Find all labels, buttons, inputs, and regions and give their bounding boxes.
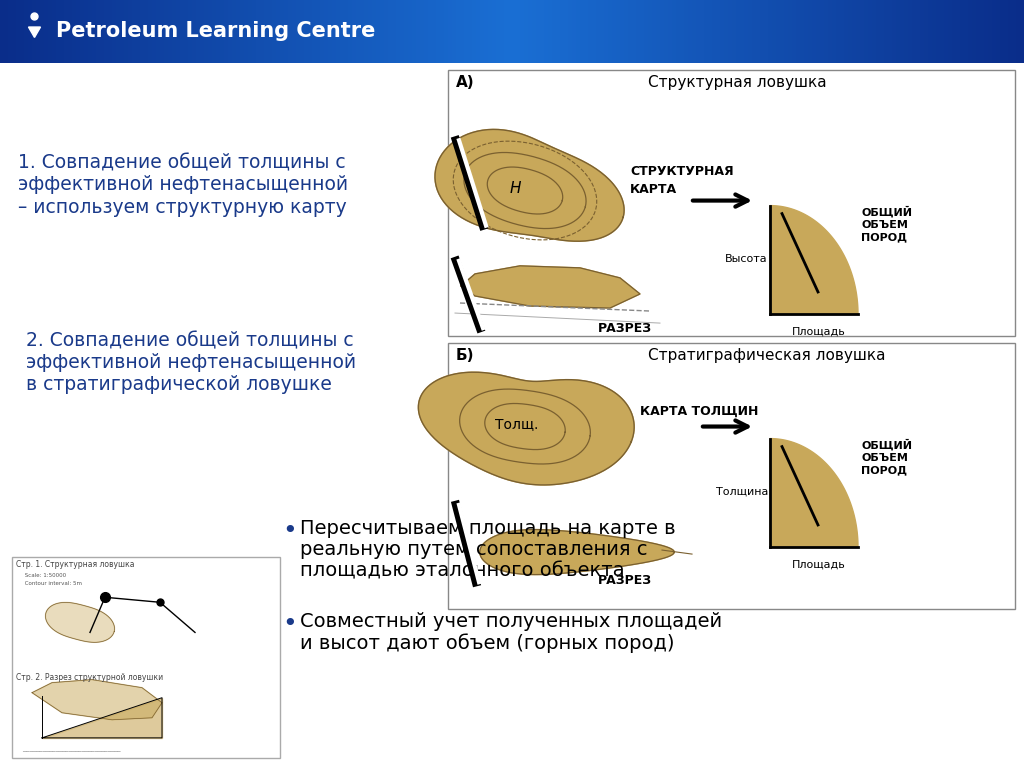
Text: Высота: Высота (725, 253, 768, 264)
Text: А): А) (456, 75, 475, 90)
Text: эффективной нефтенасыщенной: эффективной нефтенасыщенной (26, 353, 356, 372)
Text: РАЗРЕЗ: РАЗРЕЗ (598, 574, 652, 588)
Polygon shape (42, 697, 162, 738)
Text: Стратиграфическая ловушка: Стратиграфическая ловушка (648, 348, 886, 363)
Polygon shape (461, 266, 640, 308)
Text: площадью эталонного объекта: площадью эталонного объекта (300, 561, 625, 580)
Text: Scale: 1:50000: Scale: 1:50000 (16, 573, 67, 578)
Text: •: • (282, 612, 297, 637)
Text: Толщина: Толщина (716, 487, 768, 497)
Text: Contour interval: 5m: Contour interval: 5m (16, 581, 82, 586)
Text: Совместный учет полученных площадей: Совместный учет полученных площадей (300, 612, 722, 631)
Text: ОБЩИЙ
ОБЪЕМ
ПОРОД: ОБЩИЙ ОБЪЕМ ПОРОД (861, 206, 912, 242)
Text: эффективной нефтенасыщенной: эффективной нефтенасыщенной (18, 175, 348, 194)
Text: ОБЩИЙ
ОБЪЕМ
ПОРОД: ОБЩИЙ ОБЪЕМ ПОРОД (861, 439, 912, 475)
Text: Б): Б) (456, 348, 474, 363)
Text: Стр. 1. Структурная ловушка: Стр. 1. Структурная ловушка (16, 560, 134, 569)
Polygon shape (435, 129, 624, 241)
Text: реальную путем сопоставления с: реальную путем сопоставления с (300, 540, 647, 559)
Polygon shape (32, 680, 162, 720)
Text: Н: Н (509, 181, 521, 196)
Text: СТРУКТУРНАЯ
КАРТА: СТРУКТУРНАЯ КАРТА (630, 165, 733, 196)
Bar (449, 70, 1015, 336)
Text: Площадь: Площадь (793, 326, 846, 336)
Polygon shape (770, 439, 858, 547)
Polygon shape (45, 602, 115, 642)
Text: Площадь: Площадь (793, 559, 846, 569)
Text: КАРТА ТОЛЩИН: КАРТА ТОЛЩИН (640, 405, 759, 418)
Text: – используем структурную карту: – используем структурную карту (18, 197, 347, 217)
Text: Толщ.: Толщ. (496, 418, 539, 432)
Text: ──────────────────────────────: ────────────────────────────── (16, 750, 121, 755)
Text: Пересчитываем площадь на карте в: Пересчитываем площадь на карте в (300, 519, 676, 538)
Text: 2. Совпадение общей толщины с: 2. Совпадение общей толщины с (26, 331, 353, 350)
Text: Petroleum Learning Centre: Petroleum Learning Centre (56, 22, 376, 41)
Polygon shape (770, 206, 858, 314)
Text: в стратиграфической ловушке: в стратиграфической ловушке (26, 376, 332, 394)
Text: Стр. 2. Разрез структурной ловушки: Стр. 2. Разрез структурной ловушки (16, 673, 163, 681)
Text: 1. Совпадение общей толщины с: 1. Совпадение общей толщины с (18, 154, 346, 172)
Text: Структурная ловушка: Структурная ловушка (648, 75, 826, 90)
Text: и высот дают объем (горных пород): и высот дают объем (горных пород) (300, 634, 675, 653)
Text: РАЗРЕЗ: РАЗРЕЗ (598, 322, 652, 335)
Polygon shape (480, 530, 674, 574)
Bar (12, 557, 280, 758)
Bar (449, 343, 1015, 609)
Text: •: • (282, 519, 297, 543)
Polygon shape (419, 372, 634, 485)
